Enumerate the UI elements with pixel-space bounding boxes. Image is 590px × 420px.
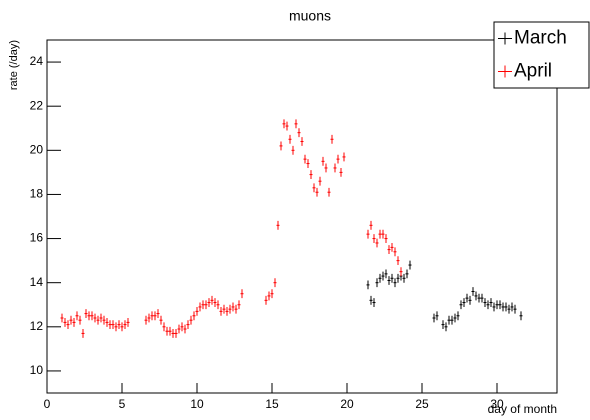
x-axis-label: day of month [488, 402, 557, 416]
y-tick-label: 24 [30, 54, 44, 68]
frame [46, 39, 558, 394]
x-tick-label: 10 [190, 397, 204, 411]
y-tick-label: 16 [30, 231, 44, 245]
y-axis-label: rate (/day) [8, 40, 20, 90]
x-tick-label: 15 [265, 397, 279, 411]
y-tick-label: 22 [30, 98, 44, 112]
y-tick-label: 20 [30, 142, 44, 156]
y-tick-label: 10 [30, 363, 44, 377]
legend-label: March [514, 28, 567, 49]
x-tick-label: 30 [490, 397, 504, 411]
y-tick-label: 12 [30, 319, 44, 333]
x-tick-label: 5 [119, 397, 126, 411]
y-tick-label: 18 [30, 187, 44, 201]
x-tick-label: 0 [44, 397, 51, 411]
x-tick-label: 25 [415, 397, 429, 411]
legend-box [493, 21, 590, 89]
chart-title: muons [289, 8, 331, 24]
y-tick-label: 14 [30, 275, 44, 289]
x-tick-label: 20 [340, 397, 354, 411]
legend-label: April [514, 61, 552, 82]
